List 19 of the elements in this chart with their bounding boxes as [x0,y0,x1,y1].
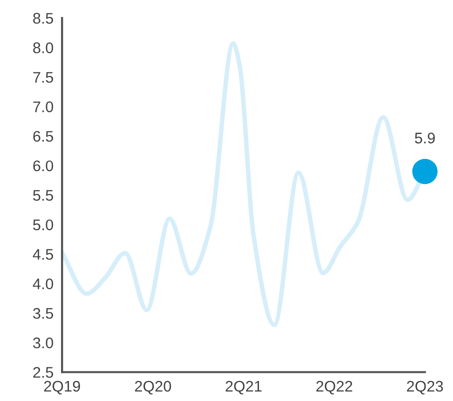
y-tick-label: 8.5 [33,12,54,24]
y-tick-label: 4.0 [32,278,54,290]
y-tick-label: 7.5 [33,72,54,83]
x-tick-label: 2Q23 [406,380,443,394]
y-tick-label: 6.5 [33,130,54,142]
y-tick-label: 3.0 [33,337,54,348]
x-tick-label: 2Q22 [316,380,352,394]
x-tick-label: 2Q21 [226,380,262,394]
y-tick-label: 5.0 [33,219,54,230]
y-tick-label: 6.0 [33,160,54,172]
y-tick-label: 3.5 [33,308,54,319]
y-tick-label: 7.0 [33,101,54,112]
y-tick-label: 8.0 [33,42,54,54]
y-tick-label: 4.5 [32,249,54,260]
y-tick-label: 2.5 [33,366,54,378]
x-tick-label: 2Q20 [135,380,172,394]
x-tick-label: 2Q19 [44,380,80,394]
data-label: 5.9 [414,132,435,144]
y-tick-label: 5.5 [33,190,54,201]
